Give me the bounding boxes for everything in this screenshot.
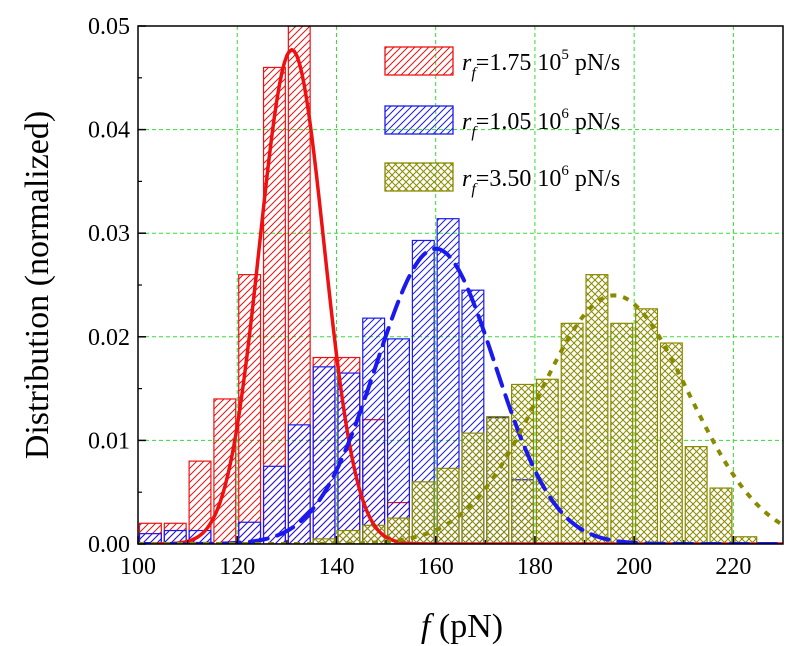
fit-curve-series-3: [138, 293, 783, 544]
x-tick-label: 220: [715, 554, 751, 580]
bar-series-2: [312, 366, 336, 544]
y-tick-label: 0.05: [88, 14, 130, 40]
x-tick-label: 160: [418, 554, 454, 580]
bar-series-3: [684, 446, 708, 544]
bar-series-2: [386, 338, 410, 544]
bar-series-3: [610, 322, 634, 544]
legend-swatch-1: [384, 46, 454, 76]
bar-series-3: [535, 378, 559, 544]
bar-series-2: [411, 239, 435, 544]
bar-series-1: [238, 274, 262, 544]
axis-ticks: 100 120 140 160 180 200 220 0.00 0.01 0.02 0.03 0.0…: [88, 14, 751, 580]
y-tick-label: 0.00: [88, 532, 130, 558]
legend-label-1: rf=1.75 105 pN/s: [462, 47, 620, 82]
bar-series-3: [461, 432, 485, 544]
bar-series-2: [362, 317, 386, 544]
bar-series-3: [560, 322, 584, 544]
legend-label-3: rf=3.50 106 pN/s: [462, 163, 620, 198]
x-tick-label: 180: [517, 554, 553, 580]
bar-series-3: [312, 538, 336, 544]
histogram-bars: [138, 26, 758, 544]
y-axis-title: Distribution (normalized): [19, 111, 56, 459]
bar-series-3: [486, 415, 510, 544]
legend: rf=1.75 105 pN/s rf=1.05 106 pN/s rf=3.50 …: [384, 46, 620, 198]
bar-series-1: [287, 26, 311, 544]
x-tick-label: 140: [318, 554, 354, 580]
bar-series-1: [262, 66, 286, 544]
legend-label-2: rf=1.05 106 pN/s: [462, 106, 620, 141]
x-axis-unit: (pN): [430, 608, 503, 645]
y-tick-label: 0.01: [88, 428, 130, 454]
legend-swatch-3: [384, 162, 454, 192]
x-axis-title: f (pN): [421, 608, 503, 645]
y-tick-label: 0.02: [88, 325, 130, 351]
bar-series-1: [213, 398, 237, 544]
x-tick-label: 100: [120, 554, 156, 580]
bar-series-3: [709, 487, 733, 544]
fit-curve-series-1: [138, 47, 783, 544]
bar-series-3: [436, 467, 460, 544]
bar-series-3: [635, 308, 659, 544]
bar-series-2: [238, 521, 262, 544]
bar-series-3: [585, 274, 609, 544]
y-tick-label: 0.03: [88, 221, 130, 247]
x-tick-label: 120: [219, 554, 255, 580]
bar-series-2: [138, 533, 162, 544]
x-tick-label: 200: [616, 554, 652, 580]
y-tick-label: 0.04: [88, 118, 130, 144]
legend-swatch-2: [384, 105, 454, 135]
